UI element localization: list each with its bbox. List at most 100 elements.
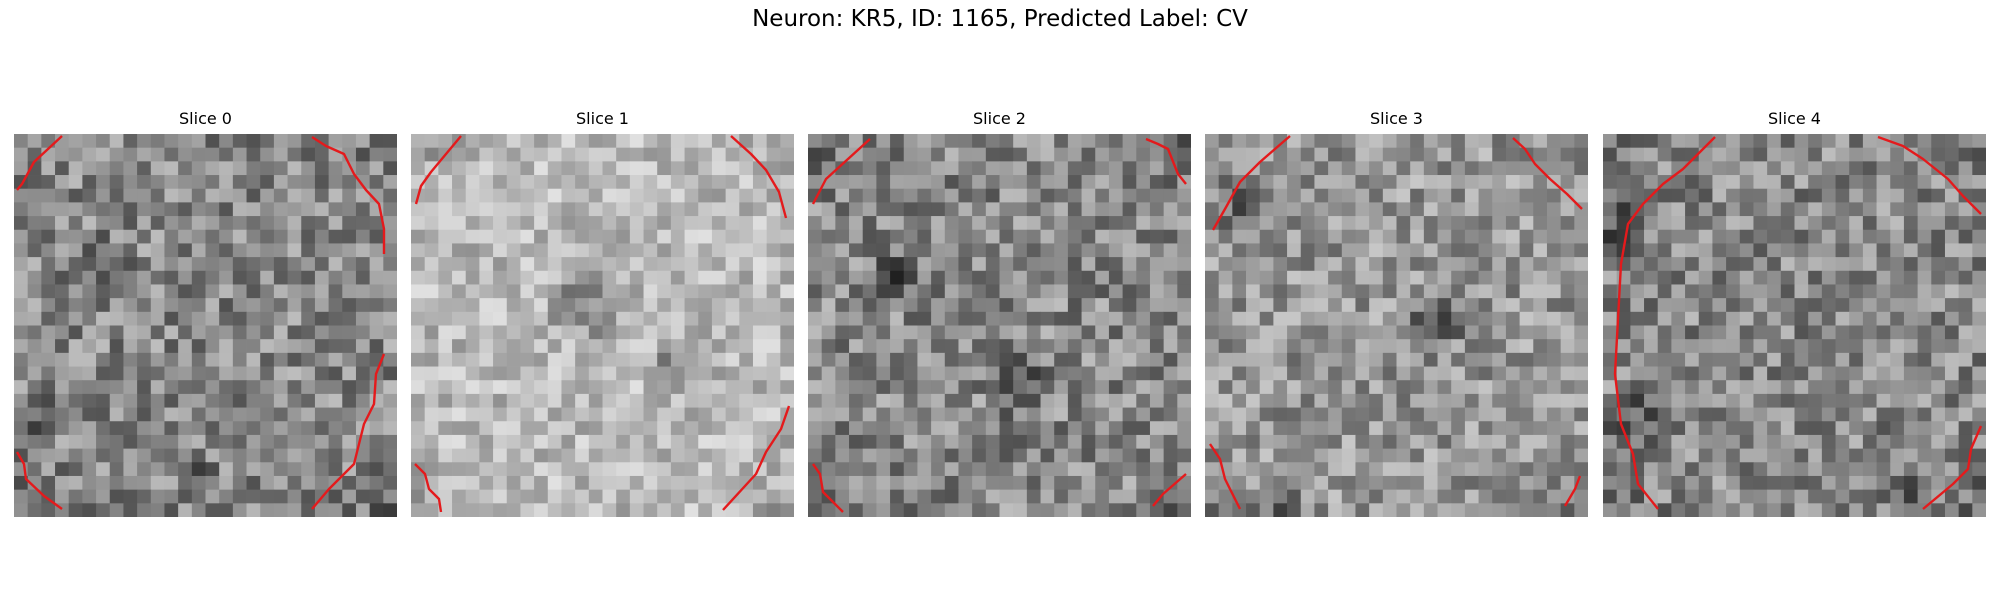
pixel-cell [301, 270, 316, 285]
pixel-cell [493, 175, 508, 190]
pixel-cell [1657, 311, 1672, 326]
pixel-cell [739, 325, 754, 340]
pixel-cell [1108, 147, 1124, 162]
pixel-cell [1671, 161, 1686, 176]
pixel-cell [1149, 284, 1165, 299]
pixel-cell [602, 188, 617, 203]
pixel-cell [1780, 243, 1795, 258]
pixel-cell [739, 489, 754, 504]
pixel-cell [1328, 352, 1343, 367]
pixel-cell [1835, 448, 1850, 463]
pixel-cell [1328, 243, 1343, 258]
pixel-cell [164, 407, 179, 422]
pixel-cell [178, 352, 193, 367]
pixel-cell [96, 475, 111, 491]
pixel-cell [1095, 489, 1110, 504]
pixel-cell [1917, 503, 1932, 517]
pixel-cell [752, 434, 768, 450]
pixel-cell [808, 270, 823, 285]
pixel-cell [1657, 298, 1672, 313]
pixel-cell [1726, 270, 1741, 285]
pixel-cell [1890, 421, 1905, 436]
pixel-cell [1122, 147, 1137, 162]
pixel-cell [1355, 147, 1370, 162]
pixel-cell [1808, 188, 1823, 203]
pixel-cell [1355, 407, 1370, 422]
pixel-cell [1767, 393, 1782, 408]
pixel-cell [1287, 229, 1302, 244]
pixel-cell [1259, 421, 1274, 436]
pixel-cell [123, 352, 138, 367]
pixel-cell [355, 475, 371, 491]
pixel-cell [1835, 407, 1850, 422]
pixel-cell [1437, 434, 1452, 450]
pixel-cell [1944, 134, 1960, 149]
pixel-cell [1698, 380, 1713, 395]
pixel-cell [1396, 339, 1411, 354]
pixel-cell [1671, 380, 1686, 395]
pixel-cell [314, 325, 330, 340]
pixel-cell [1205, 393, 1220, 408]
pixel-cell [1040, 216, 1055, 231]
pixel-cell [1944, 352, 1960, 367]
pixel-cell [137, 352, 152, 367]
pixel-cell [1273, 147, 1288, 162]
pixel-cell [1519, 448, 1534, 463]
pixel-cell [1505, 366, 1521, 381]
pixel-cell [629, 202, 644, 217]
pixel-cell [411, 489, 426, 504]
pixel-cell [1177, 339, 1191, 354]
pixel-cell [1726, 175, 1741, 190]
pixel-cell [1287, 311, 1302, 326]
pixel-cell [999, 202, 1014, 217]
pixel-cell [684, 434, 699, 450]
pixel-cell [1890, 311, 1905, 326]
pixel-cell [1232, 161, 1247, 176]
pixel-cell [1958, 311, 1973, 326]
pixel-cell [1382, 257, 1397, 272]
pixel-cell [917, 257, 932, 272]
pixel-cell [137, 134, 152, 149]
pixel-cell [369, 298, 384, 313]
pixel-cell [287, 462, 302, 477]
pixel-cell [643, 462, 658, 477]
pixel-cell [1382, 284, 1397, 299]
pixel-cell [1273, 325, 1288, 340]
slice-panel-1: Slice 1 [411, 106, 794, 517]
pixel-cell [657, 284, 672, 299]
pixel-cell [1054, 202, 1069, 217]
pixel-cell [150, 284, 165, 299]
pixel-cell [1849, 284, 1864, 299]
pixel-cell [1081, 421, 1096, 436]
pixel-cell [575, 161, 590, 176]
pixel-cell [1232, 284, 1247, 299]
pixel-cell [123, 448, 138, 463]
pixel-cell [314, 216, 330, 231]
pixel-cell [137, 325, 152, 340]
pixel-cell [1464, 175, 1479, 190]
slice-title: Slice 4 [1768, 109, 1821, 128]
pixel-cell [1314, 489, 1329, 504]
pixel-cell [1095, 298, 1110, 313]
pixel-cell [287, 284, 302, 299]
pixel-cell [82, 257, 97, 272]
pixel-cell [752, 393, 768, 408]
pixel-cell [561, 393, 576, 408]
pixel-cell [739, 380, 754, 395]
pixel-cell [1574, 298, 1588, 313]
pixel-cell [1849, 202, 1864, 217]
pixel-cell [178, 380, 193, 395]
pixel-cell [1054, 380, 1069, 395]
pixel-cell [314, 380, 330, 395]
pixel-cell [985, 175, 1000, 190]
pixel-cell [1657, 475, 1672, 491]
pixel-cell [1972, 380, 1986, 395]
pixel-cell [1835, 366, 1850, 381]
pixel-cell [808, 503, 823, 517]
pixel-cell [137, 284, 152, 299]
pixel-cell [369, 229, 384, 244]
pixel-cell [109, 475, 124, 491]
pixel-cell [1808, 380, 1823, 395]
pixel-cell [1931, 147, 1946, 162]
pixel-cell [985, 475, 1000, 491]
